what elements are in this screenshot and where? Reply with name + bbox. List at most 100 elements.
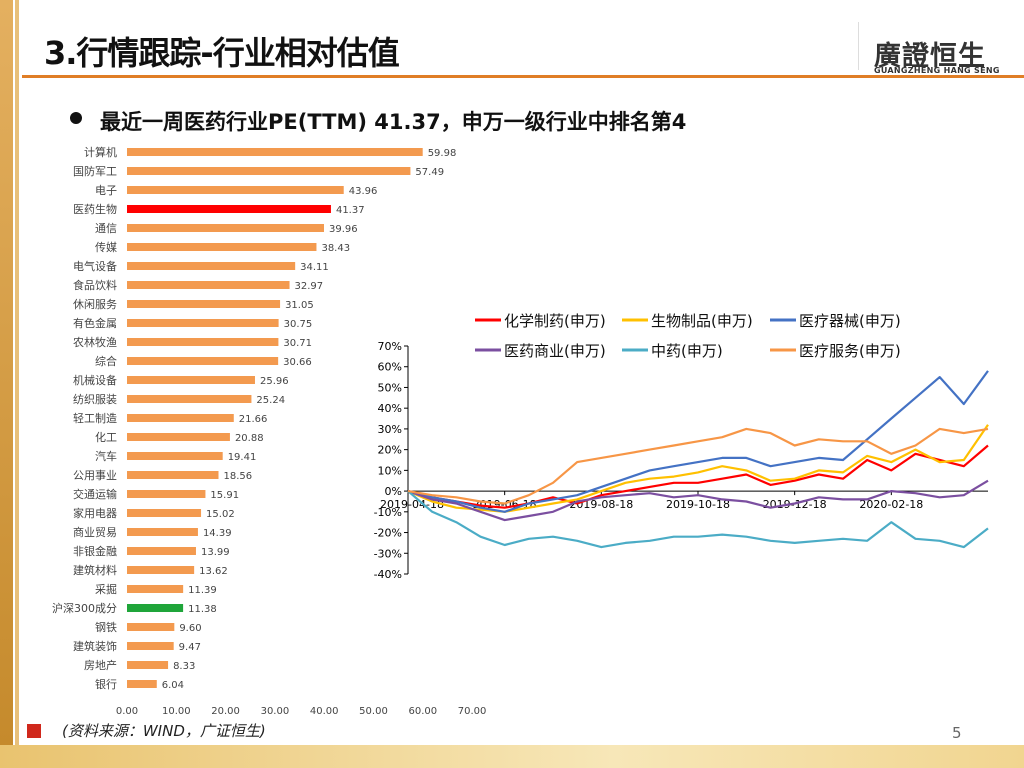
- value-label: 15.91: [210, 490, 239, 501]
- category-label: 国防军工: [73, 164, 117, 178]
- legend-label: 化学制药(申万): [504, 312, 606, 330]
- bar-建筑装饰: [127, 642, 174, 650]
- x-tick-label: 60.00: [408, 706, 437, 717]
- value-label: 11.38: [188, 604, 217, 615]
- bar-综合: [127, 357, 279, 365]
- value-label: 30.71: [283, 338, 312, 349]
- category-label: 食品饮料: [73, 278, 117, 292]
- value-label: 6.04: [162, 680, 184, 691]
- legend-label: 医疗服务(申万): [799, 342, 901, 360]
- bar-建筑材料: [127, 566, 195, 574]
- x-tick-label: 30.00: [261, 706, 290, 717]
- bar-化工: [127, 433, 230, 441]
- legend-label: 医疗器械(申万): [799, 312, 901, 330]
- value-label: 39.96: [329, 224, 358, 235]
- x-tick-label: 2020-02-18: [859, 498, 923, 511]
- value-label: 31.05: [285, 300, 314, 311]
- value-label: 30.66: [283, 357, 312, 368]
- left-decor-bar-thin: [15, 0, 19, 745]
- value-label: 9.60: [179, 623, 201, 634]
- y-tick-label: -40%: [374, 568, 402, 581]
- bottom-decor-bar: [0, 745, 1024, 768]
- y-tick-label: -20%: [374, 527, 402, 540]
- category-label: 化工: [95, 430, 117, 444]
- x-tick-label: 20.00: [211, 706, 240, 717]
- value-label: 20.88: [235, 433, 264, 444]
- category-label: 电子: [95, 184, 117, 197]
- value-label: 34.11: [300, 262, 329, 273]
- category-label: 计算机: [84, 145, 117, 159]
- value-label: 21.66: [239, 414, 268, 425]
- y-tick-label: 10%: [378, 464, 402, 477]
- value-label: 38.43: [321, 243, 350, 254]
- x-tick-label: 40.00: [310, 706, 339, 717]
- category-label: 轻工制造: [73, 411, 117, 425]
- category-label: 房地产: [84, 658, 117, 672]
- category-label: 公用事业: [73, 469, 117, 482]
- bar-有色金属: [127, 319, 279, 327]
- bar-计算机: [127, 148, 423, 156]
- value-label: 19.41: [228, 452, 257, 463]
- category-label: 有色金属: [73, 316, 117, 330]
- bar-家用电器: [127, 509, 202, 517]
- category-label: 钢铁: [95, 621, 117, 634]
- bar-公用事业: [127, 471, 219, 479]
- value-label: 59.98: [428, 148, 457, 159]
- category-label: 商业贸易: [73, 525, 117, 539]
- y-tick-label: 30%: [378, 423, 402, 436]
- value-label: 18.56: [224, 471, 253, 482]
- left-decor-bar: [0, 0, 13, 745]
- value-label: 32.97: [295, 281, 324, 292]
- bar-休闲服务: [127, 300, 281, 308]
- page-title: 3.行情跟踪-行业相对估值: [44, 34, 400, 72]
- bar-汽车: [127, 452, 223, 460]
- x-tick-label: 50.00: [359, 706, 388, 717]
- bar-轻工制造: [127, 414, 234, 422]
- bar-纺织服装: [127, 395, 252, 403]
- x-tick-label: 10.00: [162, 706, 191, 717]
- y-tick-label: 50%: [378, 381, 402, 394]
- bar-农林牧渔: [127, 338, 279, 346]
- category-label: 银行: [95, 677, 117, 691]
- category-label: 汽车: [95, 449, 117, 463]
- data-source-note: (资料来源：WIND，广证恒生): [62, 722, 266, 740]
- bar-采掘: [127, 585, 184, 593]
- category-label: 沪深300成分: [52, 601, 117, 615]
- category-label: 休闲服务: [73, 297, 117, 311]
- value-label: 25.24: [256, 395, 285, 406]
- series-line: [407, 479, 989, 522]
- y-tick-label: 40%: [378, 402, 402, 415]
- relative-performance-line-chart: 化学制药(申万) 生物制品(申万) 医疗器械(申万) 医药商业(申万) 中药(申万) 医疗…: [374, 312, 989, 581]
- footer-marker-icon: [27, 724, 41, 738]
- bullet-icon: [70, 112, 82, 124]
- y-tick-label: -10%: [374, 506, 402, 519]
- page-number: 5: [952, 724, 962, 742]
- category-label: 建筑装饰: [73, 639, 117, 653]
- x-tick-label: 2019-08-18: [569, 498, 633, 511]
- pe-bar-chart: 计算机 59.98 国防军工 57.49 电子 43.96 医药生物 41.37 通信 39.96…: [52, 145, 487, 717]
- value-label: 30.75: [284, 319, 313, 330]
- category-label: 农林牧渔: [73, 335, 117, 349]
- y-tick-label: 60%: [378, 361, 402, 374]
- bar-非银金融: [127, 547, 196, 555]
- category-label: 传媒: [95, 241, 117, 254]
- x-tick-label: 70.00: [458, 706, 487, 717]
- bar-通信: [127, 224, 325, 232]
- legend-label: 生物制品(申万): [651, 312, 753, 330]
- slide-subtitle: 最近一周医药行业PE(TTM) 41.37，申万一级行业中排名第4: [100, 110, 687, 134]
- legend-label: 中药(申万): [651, 342, 723, 360]
- category-label: 医药生物: [73, 202, 117, 216]
- series-line: [407, 444, 989, 509]
- bar-交通运输: [127, 490, 206, 498]
- y-tick-label: 20%: [378, 444, 402, 457]
- bar-沪深300成分: [127, 604, 184, 612]
- bar-传媒: [127, 243, 317, 251]
- logo-divider: [858, 22, 859, 70]
- legend-label: 医药商业(申万): [504, 342, 606, 360]
- category-label: 电气设备: [73, 259, 117, 273]
- category-label: 采掘: [95, 582, 117, 596]
- x-tick-label: 0.00: [116, 706, 138, 717]
- bar-电气设备: [127, 262, 296, 270]
- bar-医药生物: [127, 205, 331, 213]
- brand-logo-cn: 廣證恒生: [874, 41, 986, 72]
